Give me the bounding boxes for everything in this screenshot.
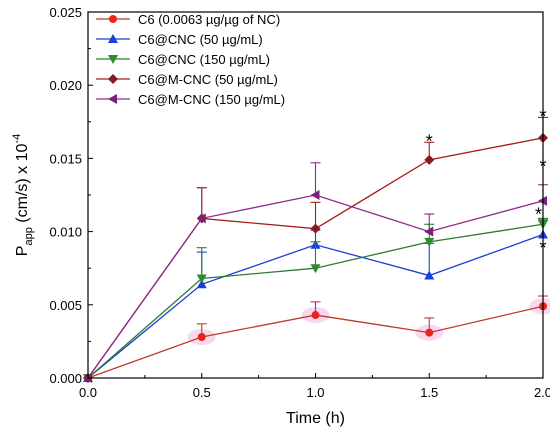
series-1 xyxy=(84,295,550,382)
plot-area: ***** xyxy=(83,106,550,383)
x-axis-title: Time (h) xyxy=(286,410,345,427)
series-3 xyxy=(83,217,548,383)
data-point xyxy=(310,223,321,234)
legend-label: C6@CNC (150 µg/mL) xyxy=(138,52,270,67)
legend-item-5: C6@M-CNC (150 µg/mL) xyxy=(96,92,285,107)
legend-swatch-marker xyxy=(108,34,118,43)
data-point xyxy=(196,279,207,289)
x-tick-label: 2.0 xyxy=(534,385,550,400)
data-point xyxy=(424,237,435,247)
y-tick-label: 0.015 xyxy=(49,151,82,166)
y-axis-title-base: P xyxy=(14,246,31,257)
legend-label: C6 (0.0063 µg/µg of NC) xyxy=(138,12,280,27)
y-axis-title-sup: -4 xyxy=(11,134,23,144)
x-tick-label: 1.0 xyxy=(306,385,324,400)
legend-swatch-marker xyxy=(108,55,118,64)
legend-item-1: C6 (0.0063 µg/µg of NC) xyxy=(96,12,280,27)
legend-label: C6@CNC (50 µg/mL) xyxy=(138,32,263,47)
legend-swatch-marker xyxy=(109,15,117,23)
data-point xyxy=(197,333,206,342)
y-tick-label: 0.020 xyxy=(49,78,82,93)
y-tick-label: 0.025 xyxy=(49,5,82,20)
x-tick-label: 0.5 xyxy=(193,385,211,400)
legend-label: C6@M-CNC (50 µg/mL) xyxy=(138,72,278,87)
data-point xyxy=(310,264,321,274)
data-point xyxy=(196,213,206,224)
data-point xyxy=(424,154,435,165)
x-tick-label: 1.5 xyxy=(420,385,438,400)
data-point xyxy=(311,311,320,320)
data-point xyxy=(196,274,207,284)
data-point xyxy=(425,328,434,337)
y-tick-label: 0.005 xyxy=(49,298,82,313)
y-axis-title-rest: (cm/s) x 10 xyxy=(14,143,31,227)
legend-item-3: C6@CNC (150 µg/mL) xyxy=(96,52,270,67)
data-point xyxy=(310,190,320,200)
series-5 xyxy=(83,162,548,383)
data-point xyxy=(424,226,434,237)
legend-swatch-marker xyxy=(108,94,117,104)
significance-star: * xyxy=(535,205,542,225)
legend-label: C6@M-CNC (150 µg/mL) xyxy=(138,92,285,107)
x-tick-label: 0.0 xyxy=(79,385,97,400)
legend-item-4: C6@M-CNC (50 µg/mL) xyxy=(96,72,278,87)
legend-swatch-marker xyxy=(108,74,118,84)
axes: 0.0 0.5 1.0 1.5 2.0 0.000 0.005 0.010 0.015 0.020… xyxy=(11,5,550,427)
legend-item-2: C6@CNC (50 µg/mL) xyxy=(96,32,263,47)
y-axis-title-sub: app xyxy=(23,227,35,245)
y-tick-label: 0.010 xyxy=(49,225,82,240)
significance-star: * xyxy=(426,131,433,151)
data-point xyxy=(424,270,435,280)
y-axis-title: Papp (cm/s) x 10-4 xyxy=(11,134,35,256)
legend: C6 (0.0063 µg/µg of NC) C6@CNC (50 µg/mL)… xyxy=(96,12,285,107)
y-tick-label: 0.000 xyxy=(49,371,82,386)
